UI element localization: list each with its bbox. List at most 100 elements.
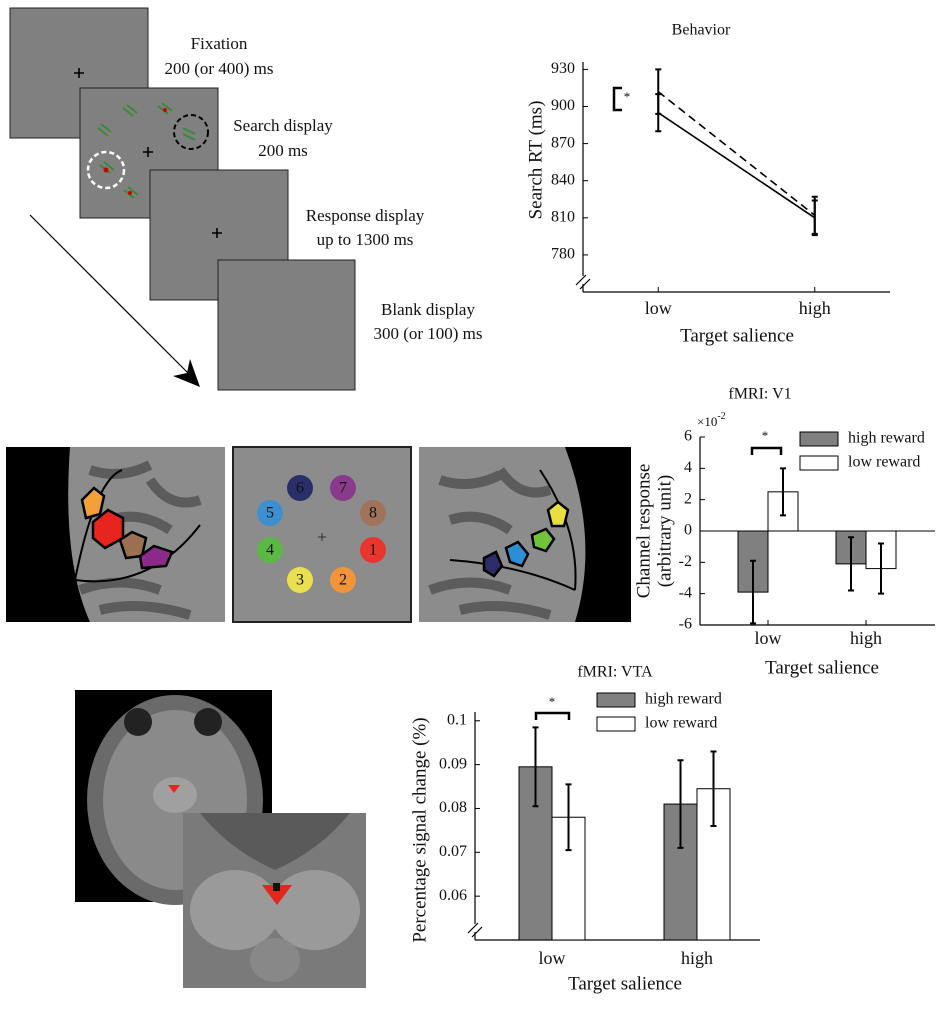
roi-dot — [360, 537, 386, 563]
legend-swatch — [596, 716, 636, 732]
step-label: Response display — [306, 206, 425, 225]
roi-dot — [330, 475, 356, 501]
roi-label: 4 — [266, 542, 274, 559]
axis-break-gap — [577, 276, 589, 284]
fixation-cross — [212, 228, 222, 238]
line — [657, 91, 816, 216]
y-tick-label: 840 — [551, 171, 575, 188]
y-axis-label: (arbitrary unit) — [654, 475, 675, 587]
y-tick-label: 2 — [684, 490, 692, 507]
fixation-cross — [74, 68, 84, 78]
legend-swatch — [799, 431, 839, 447]
distractor-circle — [86, 150, 126, 190]
significance-bracket — [750, 446, 783, 455]
x-tick-label: low — [755, 628, 782, 648]
y-tick-label: 780 — [551, 246, 575, 263]
chart-title: fMRI: VTA — [577, 664, 653, 681]
y-tick-label: 6 — [684, 428, 692, 445]
fixation-cross — [143, 147, 153, 157]
chart-title: Behavior — [672, 22, 731, 39]
error-bar — [811, 195, 818, 235]
x-tick-label: high — [850, 628, 882, 648]
error-bar — [848, 536, 854, 592]
x-axis-label: Target salience — [568, 973, 682, 994]
y-tick-label: 900 — [551, 97, 575, 114]
y-tick-label: 4 — [684, 459, 692, 476]
legend-label: low reward — [848, 454, 920, 471]
arrow-head — [173, 359, 200, 387]
roi-dot — [257, 537, 283, 563]
x-tick-label: high — [799, 298, 831, 318]
brain-right — [419, 447, 631, 622]
step-duration: 200 ms — [258, 141, 308, 160]
y-tick-label: 870 — [551, 134, 575, 151]
y-axis-label: Channel response — [633, 464, 654, 599]
axis-break — [467, 922, 483, 938]
roi-label: 5 — [266, 505, 274, 522]
error-bar — [532, 726, 539, 808]
y-tick-label: 0.07 — [439, 843, 467, 860]
y-tick-label: -4 — [679, 584, 692, 601]
y-tick-label: 810 — [551, 208, 575, 225]
chart-title: fMRI: V1 — [728, 386, 791, 403]
x-tick-label: low — [539, 948, 566, 968]
error-bar — [677, 759, 684, 849]
multiplier-base: ×10 — [697, 414, 717, 429]
y-axis-label: Search RT (ms) — [525, 101, 546, 220]
y-tick-label: 0.09 — [439, 755, 467, 772]
roi-label: 8 — [369, 505, 377, 522]
legend-swatch — [596, 692, 636, 708]
y-tick-label: -6 — [679, 616, 692, 633]
significance-star: * — [762, 428, 769, 443]
roi-dot — [287, 567, 313, 593]
error-bar — [565, 783, 572, 852]
significance-bracket — [612, 86, 622, 112]
step-label: Search display — [233, 116, 333, 135]
y-tick-label: -2 — [679, 553, 692, 570]
roi-label: 1 — [369, 542, 377, 559]
step-label: Fixation — [191, 34, 248, 53]
legend-label: low reward — [645, 715, 717, 732]
y-axis-label: Percentage signal change (%) — [409, 717, 430, 942]
trial-sequence: Fixation 200 (or 400) ms Search display … — [9, 7, 483, 391]
roi-dot — [287, 475, 313, 501]
legend-swatch — [799, 455, 839, 471]
roi-dot — [257, 500, 283, 526]
roi-label: 3 — [296, 572, 304, 589]
step-duration: 300 (or 100) ms — [373, 324, 482, 343]
error-bar — [750, 559, 756, 625]
time-arrow — [29, 214, 189, 374]
x-axis-label: Target salience — [765, 657, 879, 678]
error-bar — [780, 467, 786, 517]
x-tick-label: low — [645, 298, 672, 318]
error-bar — [655, 68, 662, 115]
brain-left — [6, 447, 225, 622]
roi-label: 6 — [296, 480, 304, 497]
y-multiplier: ×10-2 — [697, 411, 726, 429]
y-tick-label: 930 — [551, 60, 575, 77]
y-tick-label: 0.06 — [439, 887, 467, 904]
chart: fMRI: V1 6 4 2 0 -2 -4 -6 ×10-2 low high Target sal… — [633, 386, 935, 678]
significance-star: * — [624, 89, 631, 104]
line — [657, 112, 816, 219]
roi-label: 2 — [339, 572, 347, 589]
mri-zoom — [183, 813, 366, 988]
legend-label: high reward — [645, 691, 722, 708]
axis-break — [575, 274, 591, 290]
y-tick-label: 0.08 — [439, 799, 467, 816]
axis-break-gap — [469, 924, 481, 932]
step-duration: 200 (or 400) ms — [164, 59, 273, 78]
roi-legend — [232, 446, 412, 623]
y-tick-label: 0.1 — [447, 711, 467, 728]
step-duration: up to 1300 ms — [317, 230, 414, 249]
roi-label: 7 — [339, 480, 347, 497]
roi-dot — [330, 567, 356, 593]
significance-star: * — [549, 694, 556, 709]
y-tick-label: 0 — [684, 522, 692, 539]
target-circle — [173, 114, 209, 150]
error-bar — [710, 750, 717, 827]
error-bar — [878, 542, 884, 595]
significance-bracket — [534, 711, 571, 720]
